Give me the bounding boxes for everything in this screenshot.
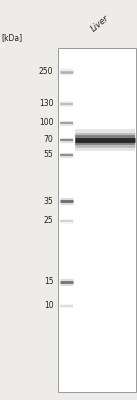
Text: 70: 70 [44,135,53,144]
Text: 15: 15 [44,277,53,286]
Text: 55: 55 [44,150,53,159]
Bar [58,48,136,392]
Text: 25: 25 [44,216,53,225]
Text: 35: 35 [44,197,53,206]
Text: 10: 10 [44,302,53,310]
Text: 130: 130 [39,100,53,108]
Text: 250: 250 [39,68,53,76]
Text: [kDa]: [kDa] [1,33,22,42]
Text: 100: 100 [39,118,53,127]
Text: Liver: Liver [89,14,111,34]
